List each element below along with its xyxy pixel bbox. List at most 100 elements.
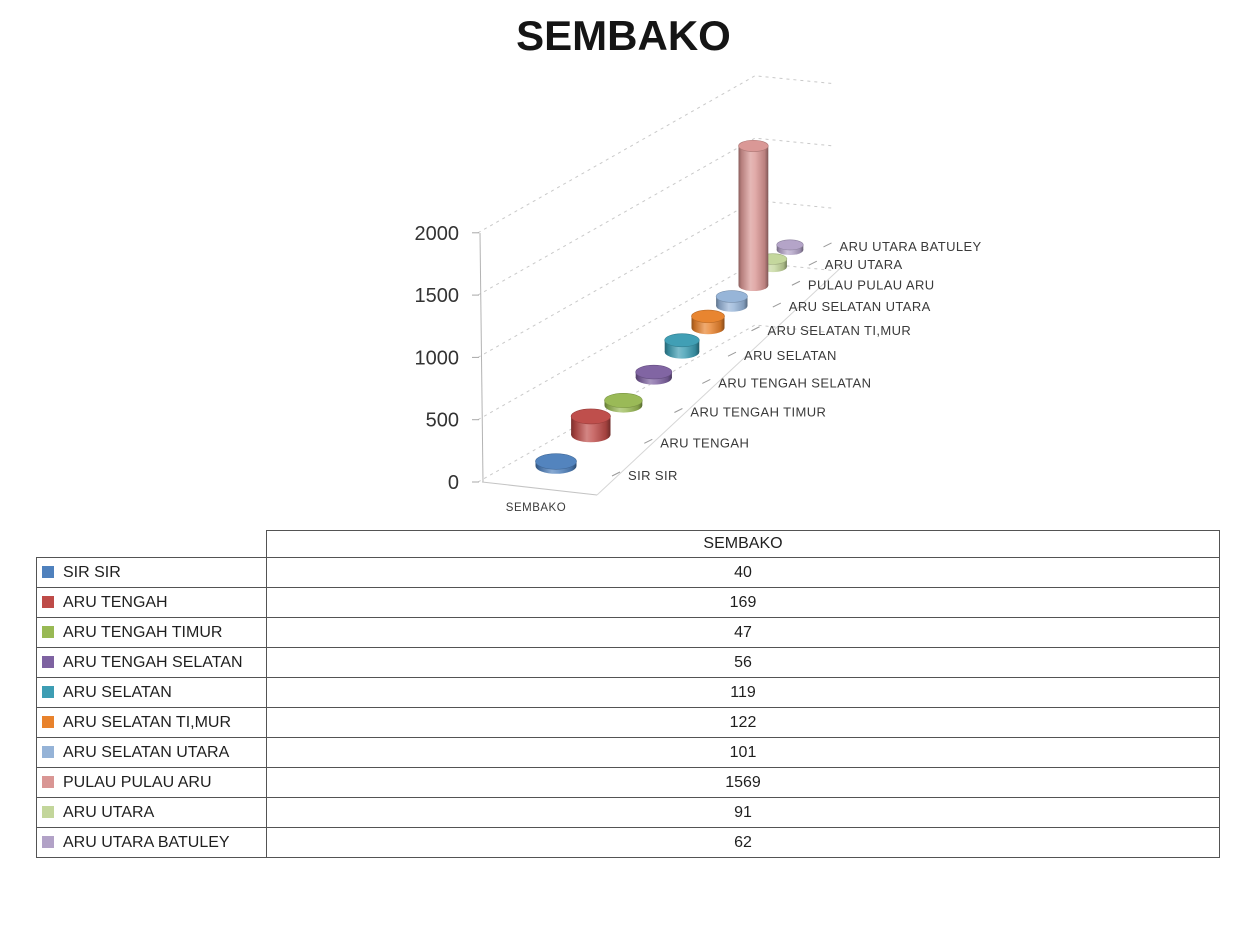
row-label: ARU UTARA	[63, 803, 155, 821]
table-row: ARU TENGAH 169	[36, 587, 1220, 618]
category-tick	[644, 438, 653, 444]
value-axis-label: 1500	[415, 285, 460, 307]
cylinder-aru-tengah-timur	[604, 392, 643, 413]
category-tick	[823, 242, 832, 248]
legend-swatch	[42, 775, 54, 788]
row-label-cell: ARU TENGAH TIMUR	[36, 617, 267, 648]
row-label-cell: ARU TENGAH	[36, 587, 267, 618]
legend-swatch	[42, 685, 54, 698]
row-value: 119	[266, 677, 1220, 708]
value-axis	[479, 232, 484, 483]
category-tick	[674, 408, 683, 413]
gridline-1500	[477, 137, 836, 296]
table-row: PULAU PULAU ARU 1569	[36, 767, 1220, 798]
row-label: ARU SELATAN UTARA	[63, 743, 230, 761]
table-row: ARU TENGAH SELATAN 56	[36, 647, 1220, 678]
row-value: 122	[266, 707, 1220, 738]
cylinder-aru-tengah	[570, 408, 611, 443]
row-value: 101	[266, 737, 1220, 768]
cylinder-aru-utara-batuley	[776, 239, 804, 256]
table-header-empty-cell	[37, 531, 267, 558]
row-label: ARU SELATAN TI,MUR	[63, 713, 232, 731]
legend-swatch	[42, 655, 54, 668]
table-row: ARU UTARA 91	[36, 797, 1220, 828]
table-row: SIR SIR 40	[36, 557, 1220, 588]
category-label-aru-utara-batuley: ARU UTARA BATULEY	[840, 239, 982, 254]
category-label-aru-tengah-selatan: ARU TENGAH SELATAN	[718, 375, 871, 390]
table-header-row: SEMBAKO	[37, 530, 1220, 558]
gridline-1000	[477, 199, 836, 358]
row-label-cell: SIR SIR	[36, 557, 267, 588]
floor-right-edge	[596, 261, 848, 496]
category-label-aru-selatan: ARU SELATAN	[744, 348, 837, 363]
row-label: ARU UTARA BATULEY	[63, 833, 230, 851]
category-tick	[772, 302, 782, 308]
category-tick	[702, 379, 711, 384]
sembako-3d-cylinder-chart: 0 500 1000 1500 2000 SIR SIR ARU TENGAH ARU TEN…	[415, 75, 982, 514]
table-row: ARU SELATAN TI,MUR 122	[36, 707, 1220, 738]
category-label-pulau-pulau-aru: PULAU PULAU ARU	[808, 277, 935, 292]
row-label: ARU TENGAH SELATAN	[63, 653, 243, 671]
cylinder-pulau-pulau-aru	[738, 139, 769, 292]
row-label: SIR SIR	[63, 563, 121, 581]
category-tick	[727, 351, 737, 357]
gridline-500	[477, 262, 836, 421]
legend-swatch	[42, 565, 54, 578]
category-label-aru-selatan-ti-mur: ARU SELATAN TI,MUR	[768, 323, 912, 338]
legend-swatch	[42, 745, 54, 758]
row-label-cell: ARU UTARA BATULEY	[36, 827, 267, 858]
row-label: ARU TENGAH TIMUR	[63, 623, 223, 641]
cylinder-aru-selatan	[664, 333, 700, 359]
value-axis-label: 0	[448, 472, 459, 494]
row-label: ARU SELATAN	[63, 683, 172, 701]
row-value: 1569	[266, 767, 1220, 798]
legend-swatch	[42, 595, 54, 608]
row-value: 62	[266, 827, 1220, 858]
value-axis-label: 2000	[415, 223, 460, 245]
floor-front-edge	[481, 481, 598, 496]
cylinder-aru-tengah-selatan	[635, 364, 673, 385]
row-label-cell: ARU SELATAN UTARA	[36, 737, 267, 768]
row-value: 47	[266, 617, 1220, 648]
legend-swatch	[42, 715, 54, 728]
row-label: PULAU PULAU ARU	[63, 773, 212, 791]
category-tick	[808, 260, 818, 266]
category-label-aru-selatan-utara: ARU SELATAN UTARA	[789, 299, 931, 314]
category-label-aru-tengah: ARU TENGAH	[660, 435, 749, 450]
data-table: SEMBAKO SIR SIR 40 ARU TENGAH 169 ARU TENGAH…	[36, 530, 1220, 858]
chart-title: SEMBAKO	[516, 12, 731, 59]
table-row: ARU SELATAN UTARA 101	[36, 737, 1220, 768]
row-label-cell: PULAU PULAU ARU	[36, 767, 267, 798]
table-row: ARU TENGAH TIMUR 47	[36, 617, 1220, 648]
category-tick	[791, 280, 801, 286]
table-row: ARU SELATAN 119	[36, 677, 1220, 708]
row-label-cell: ARU UTARA	[36, 797, 267, 828]
category-label-aru-utara: ARU UTARA	[825, 257, 903, 272]
row-value: 169	[266, 587, 1220, 618]
category-label-sir-sir: SIR SIR	[628, 468, 678, 483]
category-tick	[751, 326, 760, 332]
row-label: ARU TENGAH	[63, 593, 168, 611]
row-label-cell: ARU TENGAH SELATAN	[36, 647, 267, 678]
legend-swatch	[42, 835, 54, 848]
row-value: 56	[266, 647, 1220, 678]
cylinder-aru-selatan-ti-mur	[691, 309, 725, 335]
category-tick	[611, 471, 621, 477]
cylinder-sir-sir	[535, 453, 577, 474]
x-axis-label: SEMBAKO	[506, 502, 566, 514]
table-header-series-cell: SEMBAKO	[266, 530, 1220, 558]
value-axis-label: 500	[426, 410, 459, 432]
row-label-cell: ARU SELATAN	[36, 677, 267, 708]
gridline-2000	[477, 75, 836, 234]
row-label-cell: ARU SELATAN TI,MUR	[36, 707, 267, 738]
category-label-aru-tengah-timur: ARU TENGAH TIMUR	[690, 405, 826, 420]
gridline-0	[477, 324, 836, 483]
table-row: ARU UTARA BATULEY 62	[36, 827, 1220, 858]
row-value: 40	[266, 557, 1220, 588]
value-axis-label: 1000	[415, 347, 460, 369]
cylinder-aru-selatan-utara	[715, 290, 748, 312]
legend-swatch	[42, 625, 54, 638]
row-value: 91	[266, 797, 1220, 828]
legend-swatch	[42, 805, 54, 818]
